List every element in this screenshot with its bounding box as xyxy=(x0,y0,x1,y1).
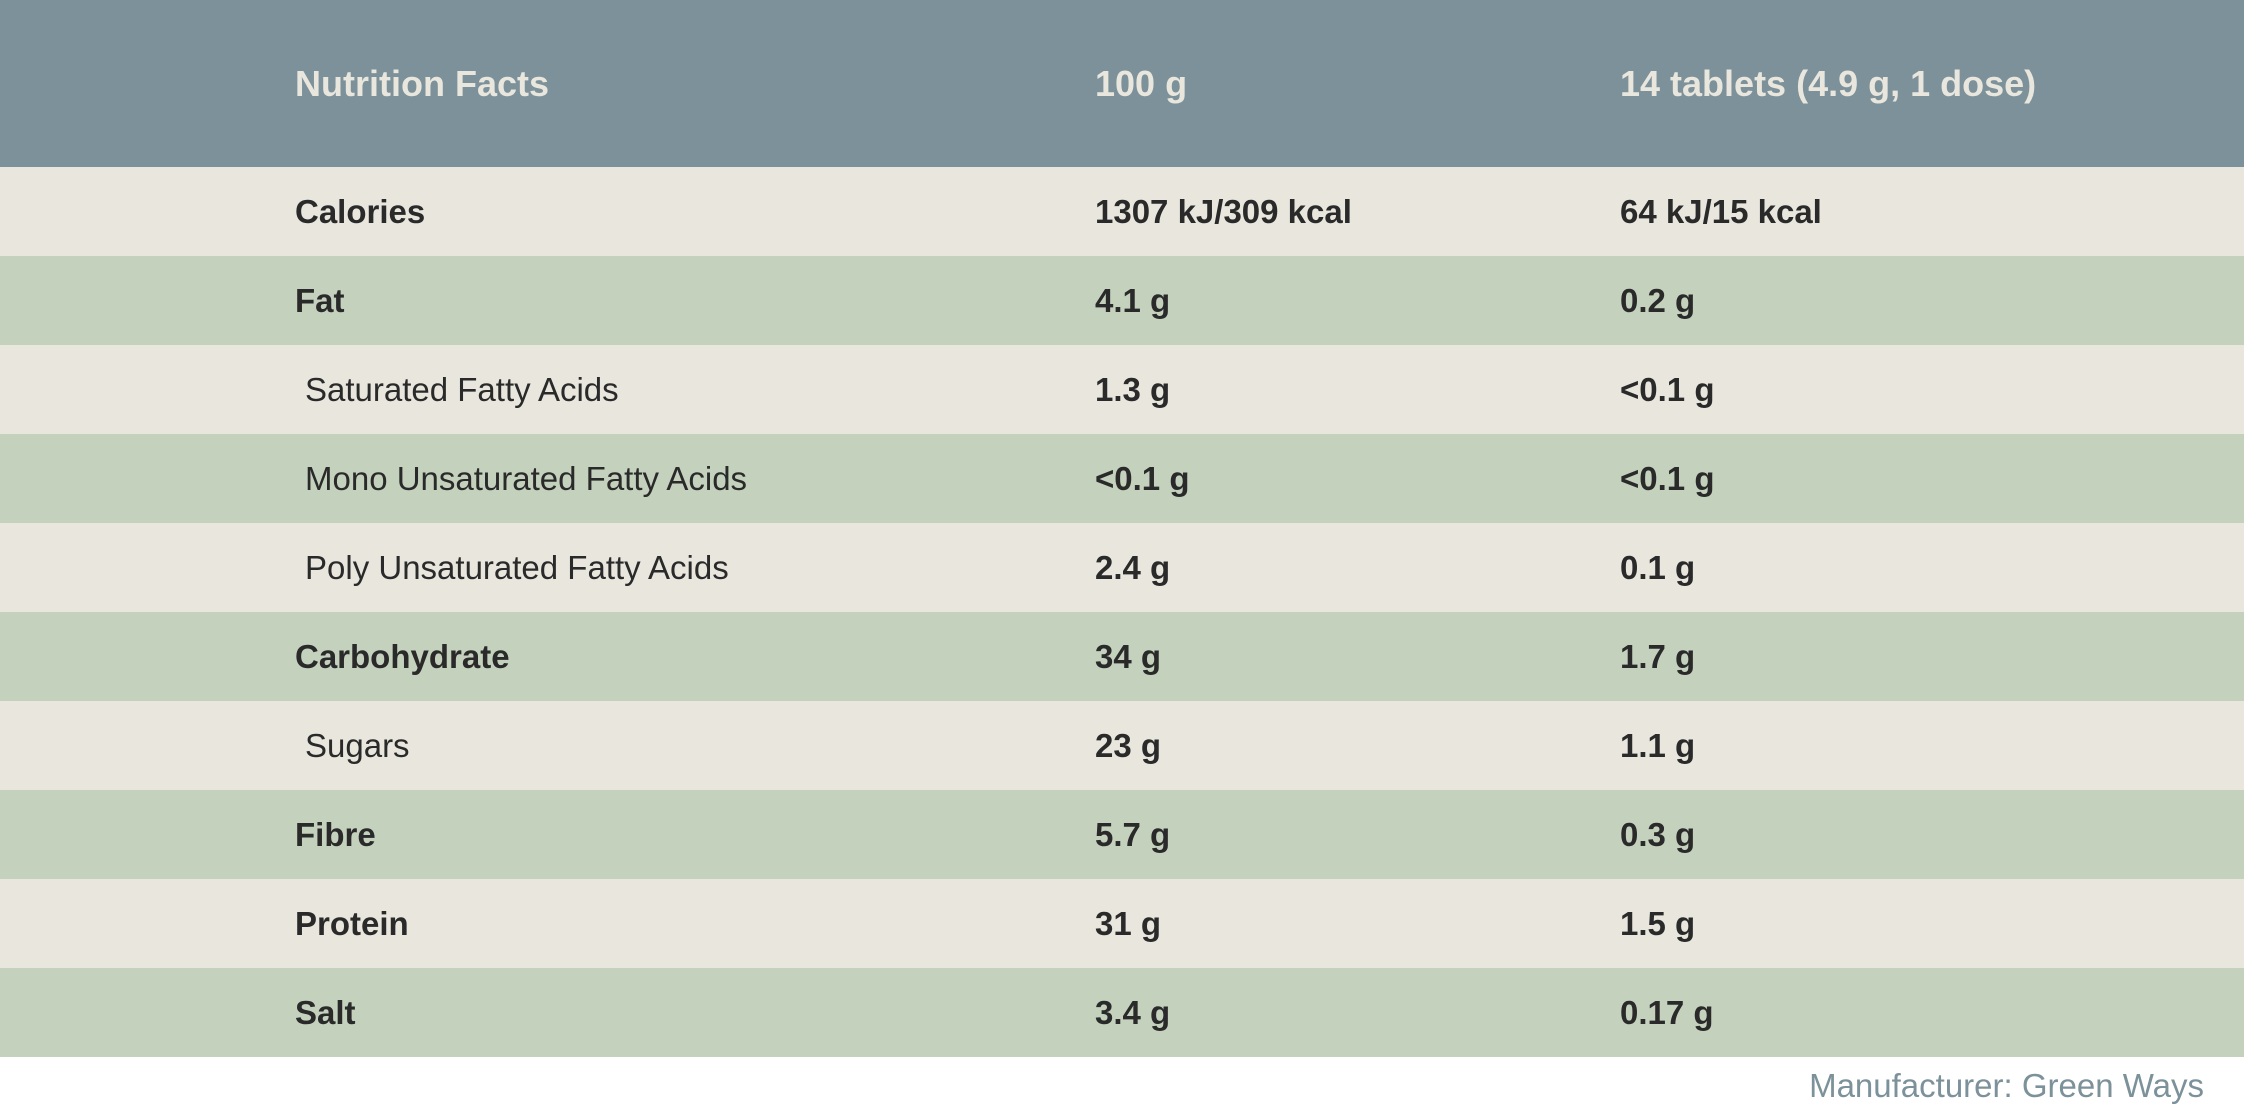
table-row: Fat4.1 g0.2 g xyxy=(0,256,2244,345)
row-label: Sugars xyxy=(0,727,1095,765)
row-value-1: 3.4 g xyxy=(1095,994,1620,1032)
table-row: Fibre5.7 g0.3 g xyxy=(0,790,2244,879)
row-label: Poly Unsaturated Fatty Acids xyxy=(0,549,1095,587)
row-value-2: 0.17 g xyxy=(1620,994,2244,1032)
table-row: Calories1307 kJ/309 kcal64 kJ/15 kcal xyxy=(0,167,2244,256)
table-row: Poly Unsaturated Fatty Acids2.4 g0.1 g xyxy=(0,523,2244,612)
row-label: Mono Unsaturated Fatty Acids xyxy=(0,460,1095,498)
header-col-2: 14 tablets (4.9 g, 1 dose) xyxy=(1620,63,2244,105)
row-label: Protein xyxy=(0,905,1095,943)
table-row: Mono Unsaturated Fatty Acids<0.1 g<0.1 g xyxy=(0,434,2244,523)
row-value-1: 1.3 g xyxy=(1095,371,1620,409)
header-col-1: 100 g xyxy=(1095,63,1620,105)
row-label: Fat xyxy=(0,282,1095,320)
table-row: Salt3.4 g0.17 g xyxy=(0,968,2244,1057)
row-value-1: 23 g xyxy=(1095,727,1620,765)
row-value-2: <0.1 g xyxy=(1620,460,2244,498)
row-label: Salt xyxy=(0,994,1095,1032)
row-value-2: 1.7 g xyxy=(1620,638,2244,676)
manufacturer-footer: Manufacturer: Green Ways xyxy=(0,1057,2244,1117)
row-value-2: <0.1 g xyxy=(1620,371,2244,409)
row-value-2: 0.2 g xyxy=(1620,282,2244,320)
row-value-2: 64 kJ/15 kcal xyxy=(1620,193,2244,231)
row-value-1: 2.4 g xyxy=(1095,549,1620,587)
row-label: Carbohydrate xyxy=(0,638,1095,676)
row-value-2: 0.1 g xyxy=(1620,549,2244,587)
row-value-2: 1.1 g xyxy=(1620,727,2244,765)
table-row: Carbohydrate34 g1.7 g xyxy=(0,612,2244,701)
header-title: Nutrition Facts xyxy=(0,63,1095,105)
row-label: Fibre xyxy=(0,816,1095,854)
row-value-1: 31 g xyxy=(1095,905,1620,943)
table-row: Protein31 g1.5 g xyxy=(0,879,2244,968)
row-value-1: 4.1 g xyxy=(1095,282,1620,320)
table-row: Saturated Fatty Acids1.3 g<0.1 g xyxy=(0,345,2244,434)
row-label: Calories xyxy=(0,193,1095,231)
row-value-2: 1.5 g xyxy=(1620,905,2244,943)
row-label: Saturated Fatty Acids xyxy=(0,371,1095,409)
row-value-1: 1307 kJ/309 kcal xyxy=(1095,193,1620,231)
row-value-1: 5.7 g xyxy=(1095,816,1620,854)
table-row: Sugars23 g1.1 g xyxy=(0,701,2244,790)
row-value-1: <0.1 g xyxy=(1095,460,1620,498)
table-header-row: Nutrition Facts 100 g 14 tablets (4.9 g,… xyxy=(0,0,2244,167)
row-value-1: 34 g xyxy=(1095,638,1620,676)
nutrition-table: Nutrition Facts 100 g 14 tablets (4.9 g,… xyxy=(0,0,2244,1117)
row-value-2: 0.3 g xyxy=(1620,816,2244,854)
